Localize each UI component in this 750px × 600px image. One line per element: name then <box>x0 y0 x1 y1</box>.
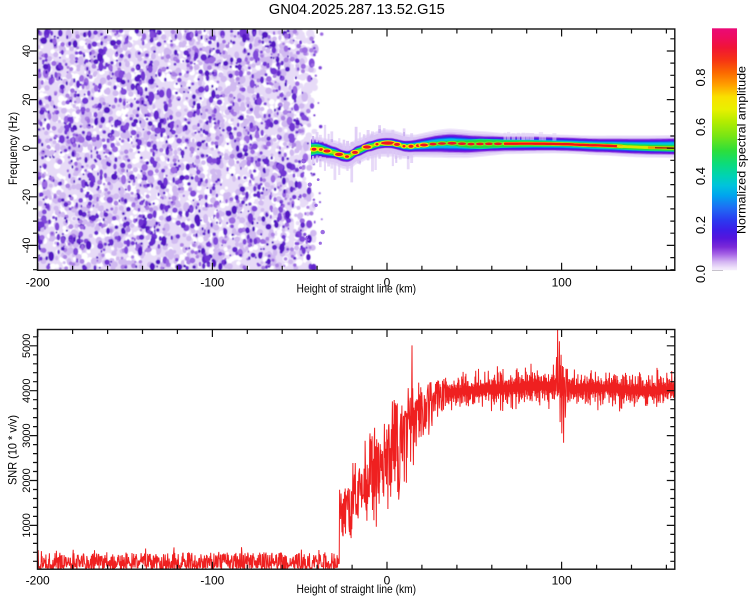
svg-text:0.8: 0.8 <box>693 68 708 86</box>
svg-text:100: 100 <box>552 573 572 587</box>
svg-text:0: 0 <box>384 573 391 587</box>
svg-text:3000: 3000 <box>21 423 33 447</box>
svg-text:0.4: 0.4 <box>693 167 708 185</box>
svg-text:-40: -40 <box>21 237 33 253</box>
svg-text:-200: -200 <box>26 275 50 289</box>
svg-text:40: 40 <box>21 45 33 57</box>
svg-text:-200: -200 <box>26 573 50 587</box>
svg-text:Normalized spectral amplitude: Normalized spectral amplitude <box>735 66 749 234</box>
svg-text:Height of straight line (km): Height of straight line (km) <box>297 582 417 596</box>
svg-text:20: 20 <box>21 93 33 105</box>
svg-text:5000: 5000 <box>21 334 33 358</box>
svg-text:-100: -100 <box>200 573 224 587</box>
svg-text:4000: 4000 <box>21 378 33 402</box>
svg-text:0.6: 0.6 <box>693 118 708 136</box>
svg-text:SNR (10 * v/v): SNR (10 * v/v) <box>6 415 20 485</box>
svg-text:1000: 1000 <box>21 513 33 537</box>
svg-text:-100: -100 <box>200 275 224 289</box>
svg-text:0.2: 0.2 <box>693 216 708 234</box>
svg-text:100: 100 <box>552 275 572 289</box>
svg-text:GN04.2025.287.13.52.G15: GN04.2025.287.13.52.G15 <box>269 1 445 18</box>
svg-text:Frequency (Hz): Frequency (Hz) <box>6 112 20 185</box>
svg-text:0: 0 <box>21 145 33 151</box>
svg-text:Height of straight line (km): Height of straight line (km) <box>297 281 417 295</box>
svg-text:-20: -20 <box>21 189 33 205</box>
svg-text:2000: 2000 <box>21 468 33 492</box>
svg-text:0.0: 0.0 <box>693 265 708 283</box>
svg-text:0: 0 <box>384 275 391 289</box>
